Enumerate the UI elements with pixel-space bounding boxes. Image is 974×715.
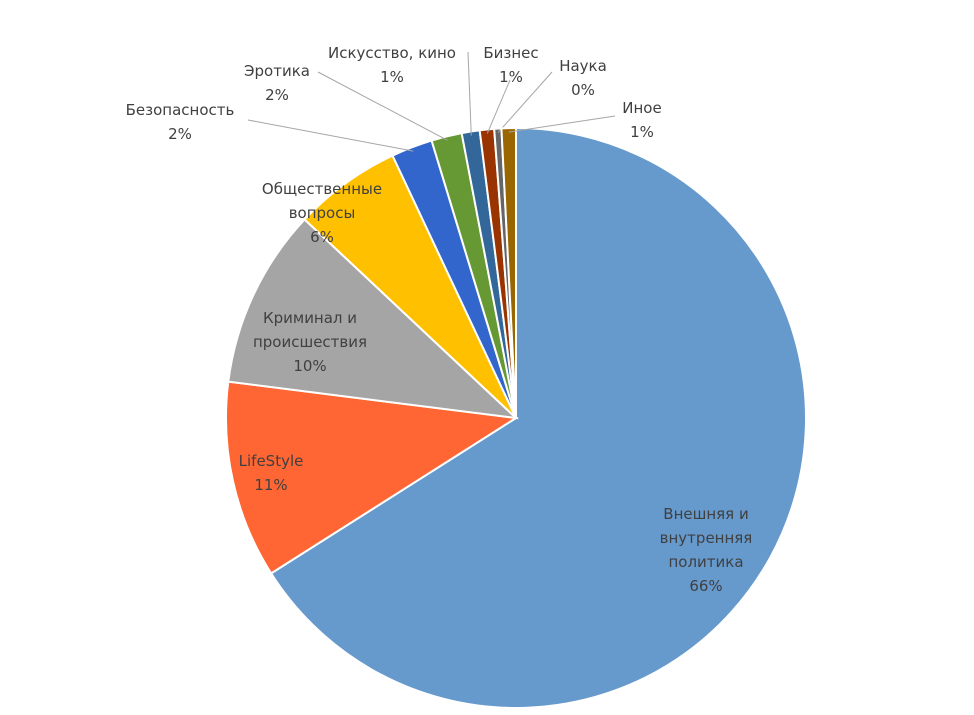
value-label: 1% — [499, 68, 523, 86]
pie-slice — [227, 218, 519, 420]
slice-label: Криминал и происшествия 10% — [235, 306, 385, 378]
slice-label: LifeStyle 11% — [211, 449, 331, 497]
category-label: Наука — [559, 57, 607, 75]
slice-label: Безопасность 2% — [100, 98, 260, 146]
value-label: 2% — [168, 125, 192, 143]
category-label: Общественные вопросы — [261, 180, 383, 222]
leader-line — [317, 71, 448, 141]
leader-line — [497, 71, 553, 133]
category-label: Безопасность — [125, 101, 235, 119]
value-label: 66% — [689, 577, 723, 595]
slice-label: Эротика 2% — [217, 59, 337, 107]
pie-slice — [269, 126, 807, 709]
value-label: 1% — [380, 68, 404, 86]
slice-label: Наука 0% — [543, 54, 623, 102]
leader-line — [467, 51, 472, 136]
pie-slice — [500, 126, 517, 419]
value-label: 11% — [254, 476, 288, 494]
value-label: 6% — [310, 228, 334, 246]
slice-label: Иное 1% — [602, 96, 682, 144]
value-label: 0% — [571, 81, 595, 99]
category-label: Искусство, кино — [328, 44, 456, 62]
slice-label: Бизнес 1% — [461, 41, 561, 89]
slice-label: Искусство, кино 1% — [307, 41, 477, 89]
leader-line — [486, 79, 511, 134]
value-label: 2% — [265, 86, 289, 104]
category-label: LifeStyle — [238, 452, 304, 470]
leader-line — [508, 115, 616, 133]
slice-label: Внешняя и внутренняя политика 66% — [641, 502, 771, 598]
category-label: Иное — [622, 99, 662, 117]
category-label: Криминал и происшествия — [252, 309, 368, 351]
slice-label: Общественные вопросы 6% — [257, 177, 387, 249]
value-label: 10% — [293, 357, 327, 375]
category-label: Бизнес — [483, 44, 539, 62]
leader-line — [247, 119, 414, 152]
pie-slice — [225, 380, 519, 575]
category-label: Эротика — [244, 62, 310, 80]
category-label: Внешняя и внутренняя политика — [659, 505, 753, 571]
value-label: 1% — [630, 123, 654, 141]
